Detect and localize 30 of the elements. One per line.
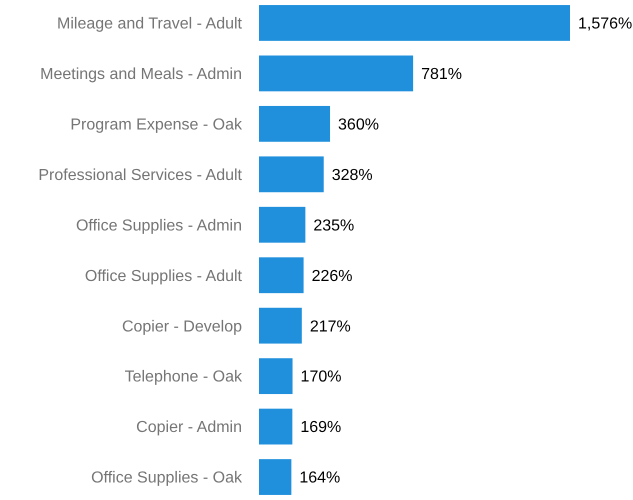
data-label: 170%: [300, 368, 342, 386]
y-tick-label: Office Supplies - Admin: [76, 217, 242, 234]
y-tick-label: Copier - Develop: [122, 318, 242, 336]
data-label: 1,576%: [578, 16, 632, 33]
bar: [259, 308, 302, 344]
y-tick-label: Mileage and Travel - Adult: [57, 16, 243, 33]
data-label: 328%: [332, 166, 373, 184]
data-label: 781%: [421, 66, 462, 84]
y-tick-label: Copier - Admin: [136, 419, 242, 436]
data-label: 217%: [310, 318, 351, 336]
y-tick-label: Office Supplies - Oak: [91, 470, 243, 487]
bar: [259, 56, 414, 92]
bar: [259, 358, 293, 394]
y-tick-label: Office Supplies - Adult: [84, 268, 243, 285]
data-label: 169%: [300, 419, 342, 436]
y-tick-label: Meetings and Meals - Admin: [40, 66, 242, 84]
data-label: 235%: [313, 217, 354, 234]
data-label: 360%: [338, 116, 379, 134]
data-label: 164%: [299, 470, 340, 487]
y-tick-label: Professional Services - Adult: [38, 166, 243, 184]
bar: [259, 257, 304, 294]
data-label: 226%: [312, 268, 353, 285]
bar: [259, 5, 570, 41]
bar: [259, 408, 292, 444]
bar: [259, 156, 324, 192]
y-tick-label: Program Expense - Oak: [70, 116, 243, 134]
bar: [259, 206, 306, 243]
bar: [259, 459, 292, 495]
y-tick-label: Telephone - Oak: [124, 368, 243, 386]
bar: [259, 106, 330, 142]
